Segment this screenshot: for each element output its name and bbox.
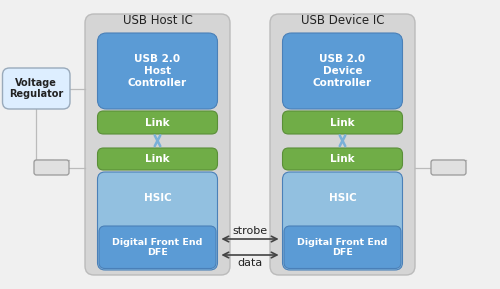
Text: data: data (238, 258, 262, 268)
Text: Voltage
Regulator: Voltage Regulator (9, 78, 63, 99)
FancyBboxPatch shape (282, 172, 403, 270)
FancyBboxPatch shape (99, 226, 216, 268)
FancyBboxPatch shape (98, 111, 218, 134)
Text: strobe: strobe (232, 225, 268, 236)
FancyBboxPatch shape (98, 172, 218, 270)
Text: USB 2.0
Device
Controller: USB 2.0 Device Controller (313, 54, 372, 88)
Text: USB Host IC: USB Host IC (122, 14, 192, 27)
FancyBboxPatch shape (98, 33, 218, 109)
Text: USB Device IC: USB Device IC (301, 14, 384, 27)
FancyBboxPatch shape (282, 111, 403, 134)
Text: Link: Link (330, 154, 355, 164)
Text: Digital Front End
DFE: Digital Front End DFE (112, 238, 202, 257)
FancyBboxPatch shape (2, 68, 70, 109)
FancyBboxPatch shape (98, 148, 218, 170)
Text: Link: Link (145, 154, 170, 164)
FancyBboxPatch shape (431, 160, 466, 175)
FancyBboxPatch shape (284, 226, 401, 268)
FancyBboxPatch shape (282, 148, 403, 170)
Text: HSIC: HSIC (328, 193, 356, 203)
Text: Link: Link (330, 118, 355, 127)
FancyBboxPatch shape (282, 33, 403, 109)
Text: Digital Front End
DFE: Digital Front End DFE (298, 238, 388, 257)
Text: Link: Link (145, 118, 170, 127)
FancyBboxPatch shape (34, 160, 69, 175)
FancyBboxPatch shape (85, 14, 230, 275)
Text: USB 2.0
Host
Controller: USB 2.0 Host Controller (128, 54, 187, 88)
Text: HSIC: HSIC (144, 193, 172, 203)
FancyBboxPatch shape (270, 14, 415, 275)
